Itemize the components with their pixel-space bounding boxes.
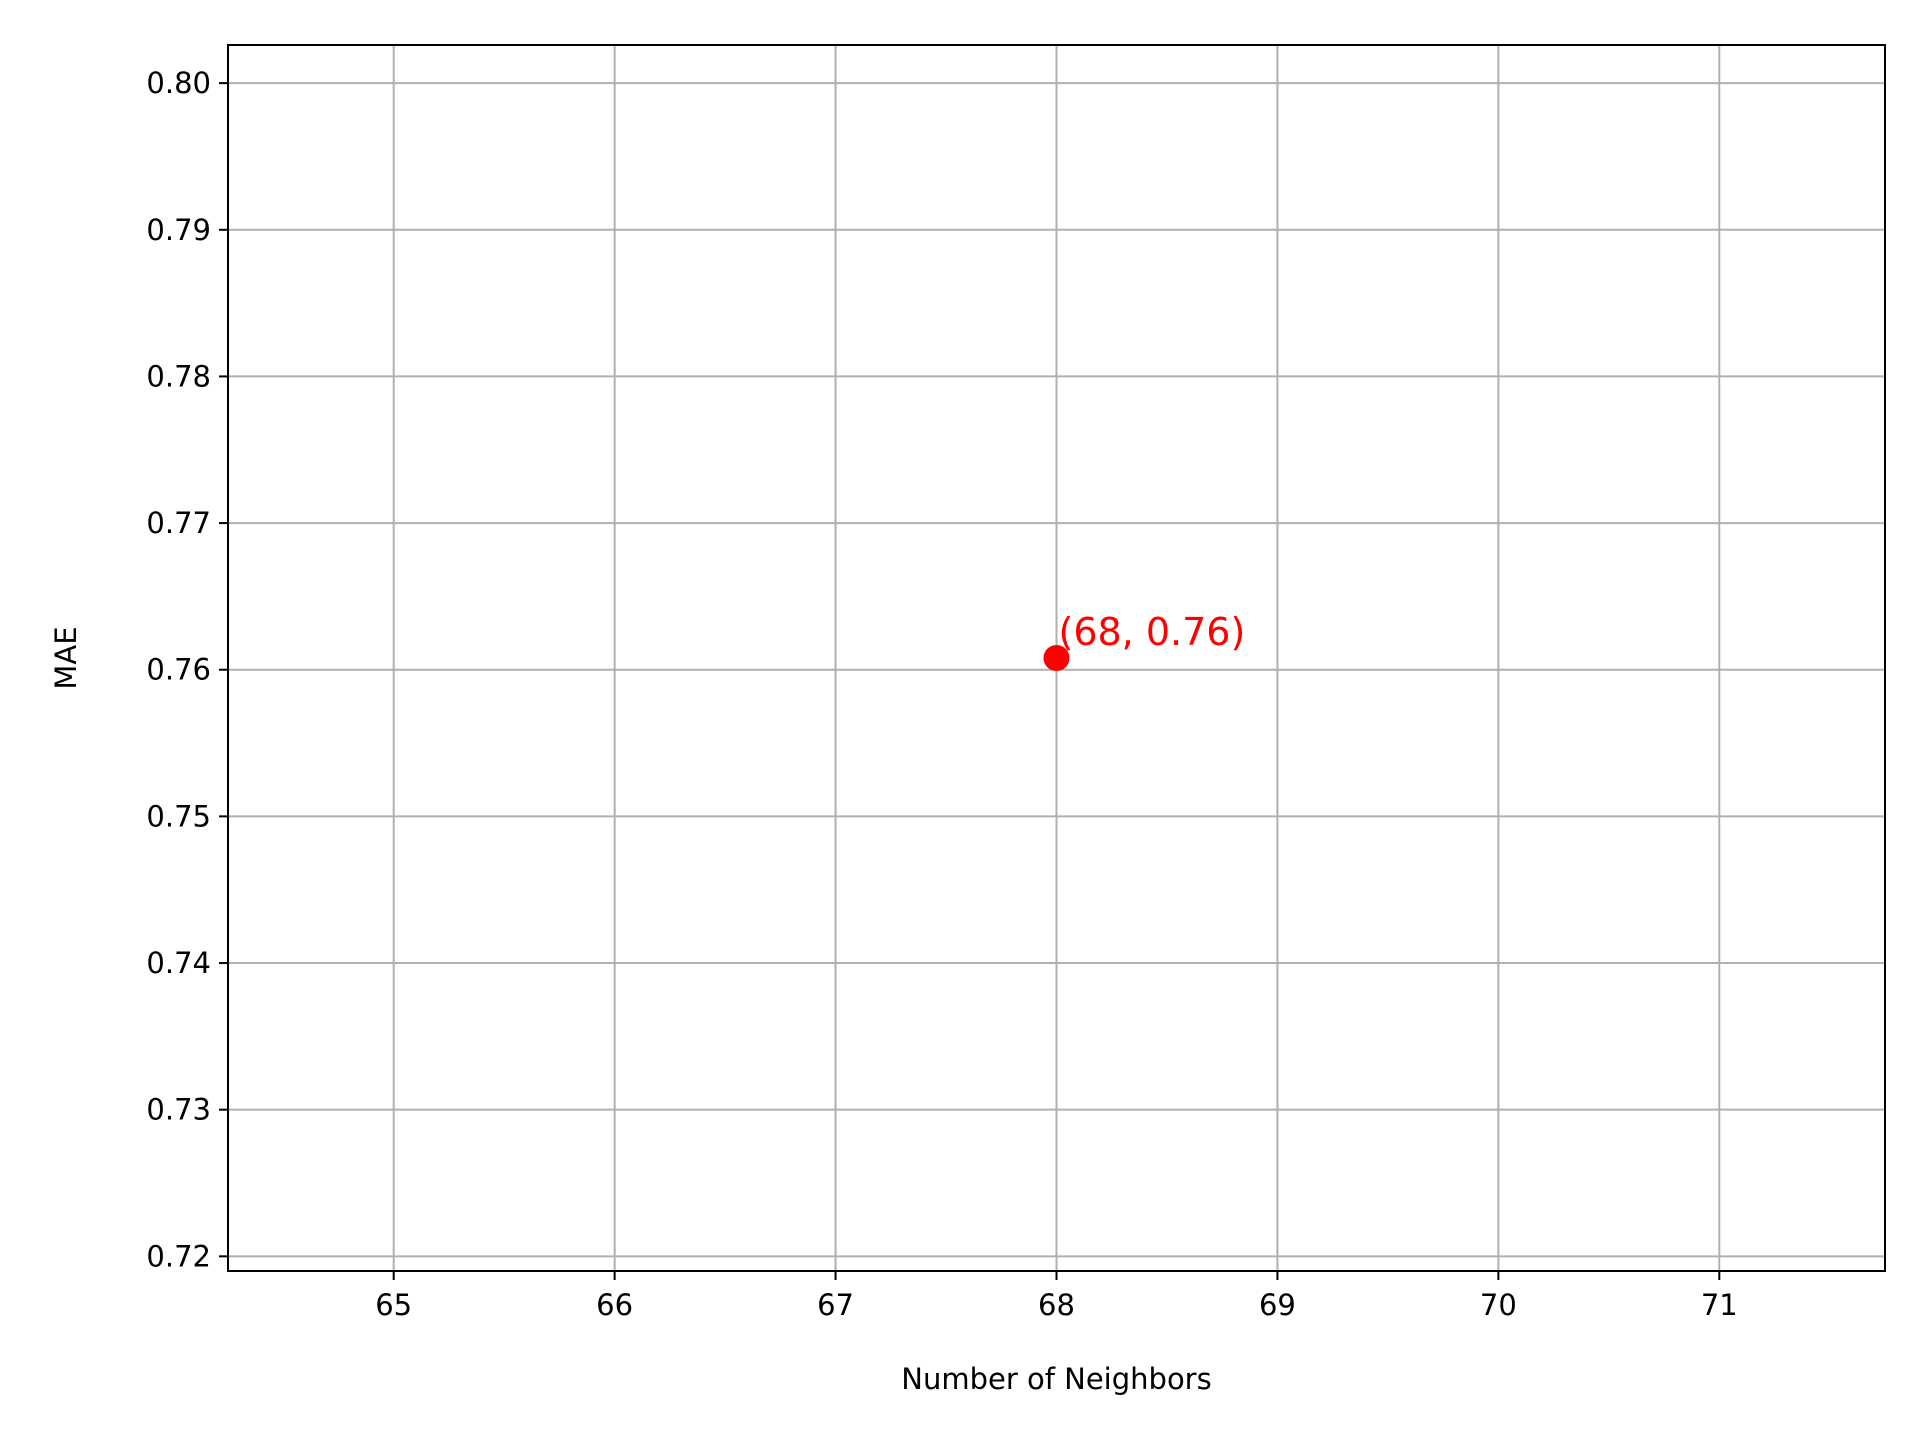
y-tick-label: 0.75 bbox=[146, 799, 211, 833]
x-tick-label: 68 bbox=[1038, 1288, 1075, 1322]
data-points: (68, 0.76) bbox=[1043, 610, 1246, 671]
y-tick-label: 0.73 bbox=[146, 1093, 211, 1127]
y-tick-label: 0.76 bbox=[146, 653, 211, 687]
x-tick-label: 70 bbox=[1480, 1288, 1517, 1322]
y-axis-label: MAE bbox=[49, 626, 83, 689]
grid-lines bbox=[228, 45, 1885, 1271]
x-axis-label: Number of Neighbors bbox=[901, 1362, 1211, 1396]
y-tick-label: 0.80 bbox=[146, 66, 211, 100]
x-tick-label: 71 bbox=[1701, 1288, 1738, 1322]
y-tick-label: 0.72 bbox=[146, 1239, 211, 1273]
y-tick-label: 0.78 bbox=[146, 359, 211, 393]
axis-ticks: 65 66 67 68 69 70 71 0.72 0.73 0.74 0.75 0.76 0.77 0.… bbox=[146, 66, 1737, 1322]
x-tick-label: 65 bbox=[375, 1288, 412, 1322]
data-point bbox=[1043, 645, 1070, 671]
y-tick-label: 0.74 bbox=[146, 946, 211, 980]
point-annotation: (68, 0.76) bbox=[1059, 610, 1246, 654]
x-tick-label: 66 bbox=[596, 1288, 633, 1322]
plot-frame bbox=[227, 44, 1886, 1272]
x-tick-label: 69 bbox=[1259, 1288, 1296, 1322]
x-tick-label: 67 bbox=[817, 1288, 854, 1322]
y-tick-label: 0.77 bbox=[146, 506, 211, 540]
y-tick-label: 0.79 bbox=[146, 213, 211, 247]
